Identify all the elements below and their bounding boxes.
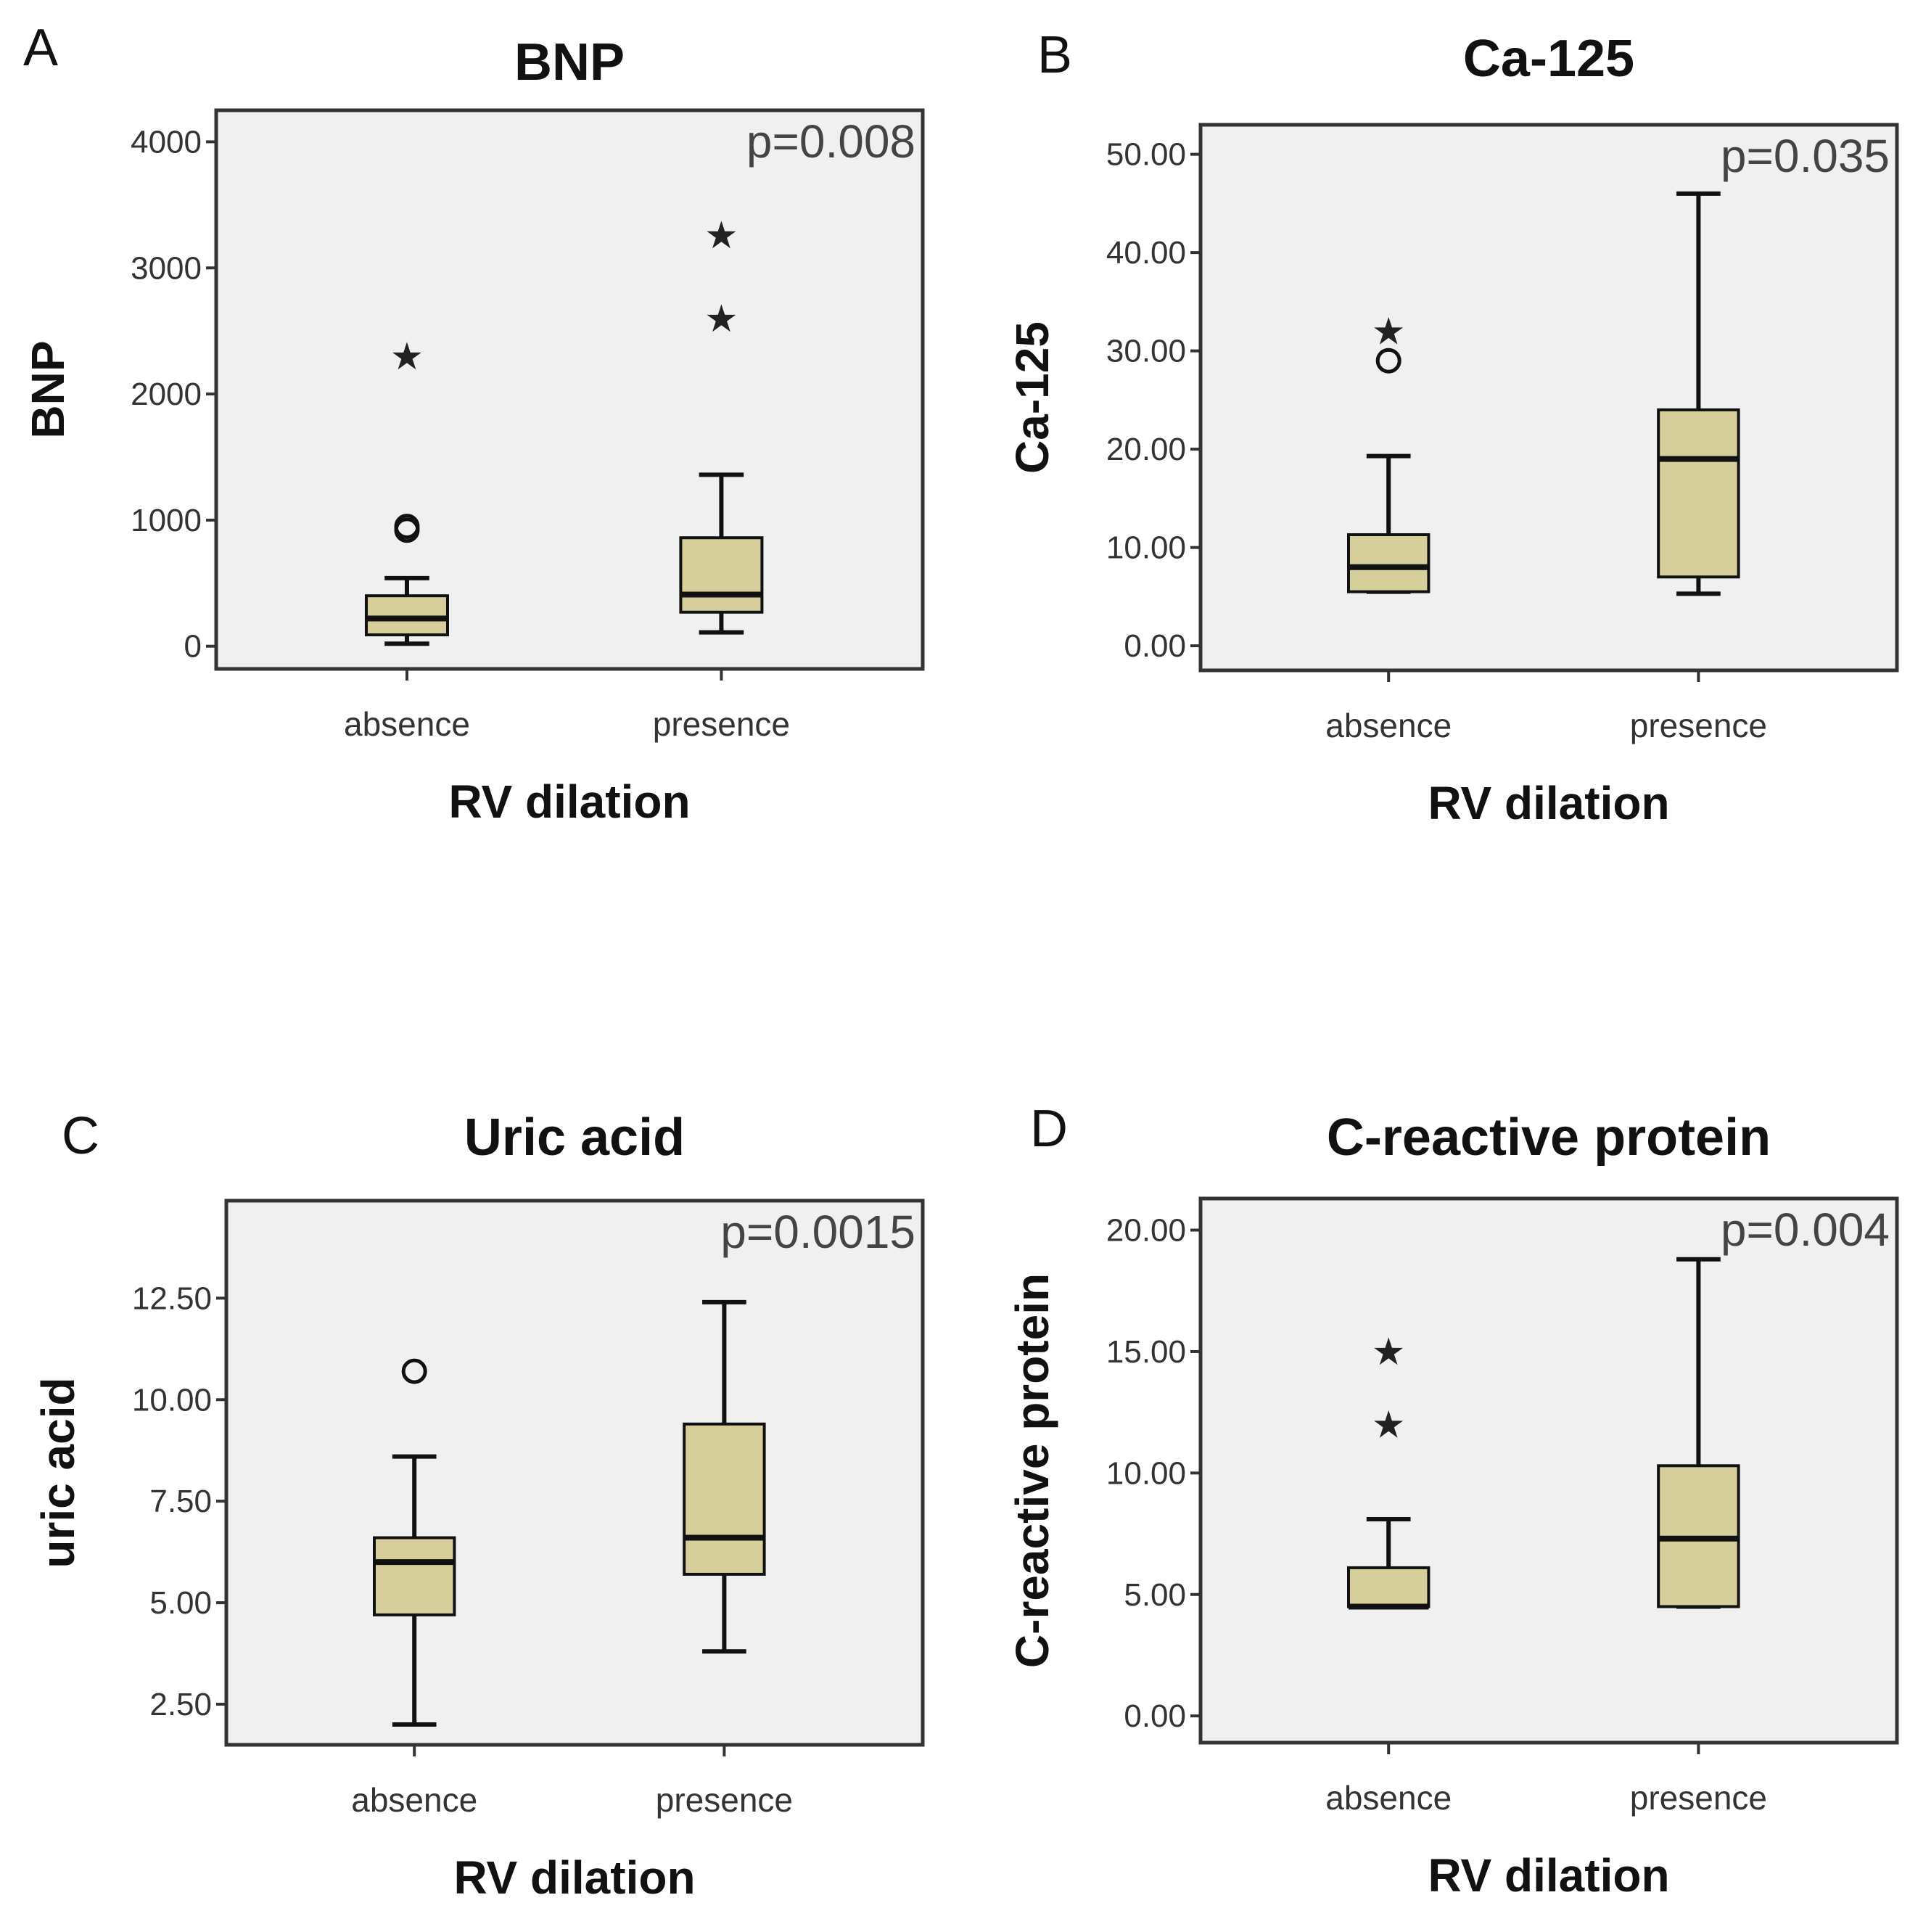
extreme-outlier-star: ★ — [1372, 311, 1406, 354]
y-axis-label: C-reactive protein — [1006, 1273, 1058, 1668]
iqr-box — [373, 1536, 456, 1616]
panel-b: B Ca-125 RV dilation Ca-125 p=0.035 abse… — [1006, 26, 1899, 829]
panel-d: D C-reactive protein RV dilation C-react… — [1006, 1100, 1899, 1902]
plot-marks: 2.50 5.00 7.50 10.00 12.50 — [132, 1281, 766, 1756]
y-tick-label: 4000 — [131, 124, 202, 160]
p-value-annotation: p=0.0015 — [720, 1206, 915, 1258]
y-tick-label: 40.00 — [1106, 235, 1186, 271]
y-axis-label: uric acid — [32, 1377, 84, 1568]
category-label: presence — [1630, 1779, 1767, 1817]
y-tick-label: 10.00 — [1106, 1455, 1186, 1491]
x-axis-label: RV dilation — [453, 1851, 695, 1904]
category-label: absence — [344, 705, 470, 743]
y-tick-label: 5.00 — [1124, 1577, 1186, 1613]
panel-c: C Uric acid RV dilation uric acid p=0.00… — [32, 1107, 925, 1904]
p-value-annotation: p=0.008 — [746, 115, 915, 168]
plot-area — [214, 108, 925, 671]
iqr-box — [679, 536, 764, 614]
y-axis-label: BNP — [22, 340, 74, 438]
box-group — [683, 1299, 766, 1654]
category-label: absence — [351, 1781, 477, 1819]
panel-a: A BNP RV dilation BNP p=0.008 absence pr… — [22, 19, 925, 828]
y-tick-label: 2000 — [131, 377, 202, 412]
outlier-circle — [401, 1358, 427, 1384]
y-tick-label: 0 — [184, 629, 202, 665]
box-group — [373, 1358, 456, 1727]
extreme-outlier-star: ★ — [390, 335, 424, 379]
extreme-outlier-star: ★ — [704, 214, 738, 258]
y-tick-label: 10.00 — [1106, 530, 1186, 566]
panel-letter: C — [62, 1107, 99, 1165]
box-group — [1657, 191, 1740, 596]
outlier-circle — [394, 514, 420, 540]
extreme-outlier-star: ★ — [1372, 1331, 1406, 1374]
box-group: ★★ — [679, 214, 764, 635]
p-value-annotation: p=0.004 — [1721, 1204, 1890, 1256]
iqr-box — [1657, 408, 1740, 579]
extreme-outlier-star: ★ — [704, 297, 738, 341]
chart-title: C-reactive protein — [1327, 1109, 1771, 1167]
y-tick-label: 50.00 — [1106, 137, 1186, 173]
plot-area — [1198, 1196, 1899, 1745]
y-tick-label: 5.00 — [149, 1585, 212, 1621]
category-label: presence — [653, 705, 790, 743]
chart-title: Ca-125 — [1463, 30, 1634, 88]
box-group: ★★ — [1347, 1331, 1431, 1610]
iqr-box — [683, 1422, 766, 1576]
iqr-box — [364, 594, 449, 637]
y-tick-label: 2.50 — [149, 1687, 212, 1722]
y-tick-label: 3000 — [131, 250, 202, 286]
extreme-outlier-star: ★ — [1372, 1403, 1406, 1447]
y-tick-label: 15.00 — [1106, 1334, 1186, 1370]
panel-letter: A — [23, 19, 58, 77]
plot-marks: 0.00 10.00 20.00 30.00 40.00 50.00 ★ — [1106, 137, 1740, 682]
y-tick-label: 1000 — [131, 503, 202, 538]
y-tick-label: 0.00 — [1124, 628, 1186, 664]
chart-title: Uric acid — [464, 1109, 685, 1167]
x-axis-label: RV dilation — [1428, 1849, 1669, 1902]
panel-letter: D — [1030, 1100, 1068, 1158]
chart-title: BNP — [514, 33, 625, 91]
category-label: absence — [1325, 707, 1452, 744]
y-tick-label: 10.00 — [132, 1382, 212, 1418]
iqr-box — [1347, 1566, 1431, 1608]
p-value-annotation: p=0.035 — [1721, 130, 1890, 182]
y-axis-label: Ca-125 — [1006, 321, 1058, 474]
x-axis-label: RV dilation — [448, 776, 690, 828]
outlier-circle — [1375, 348, 1401, 374]
category-label: absence — [1325, 1779, 1452, 1817]
y-tick-label: 20.00 — [1106, 1213, 1186, 1249]
panel-letter: B — [1037, 26, 1072, 84]
plot-area — [1198, 123, 1899, 673]
plot-area — [224, 1199, 925, 1747]
x-axis-label: RV dilation — [1428, 777, 1669, 829]
y-tick-label: 20.00 — [1106, 432, 1186, 467]
box-group — [1657, 1257, 1740, 1609]
y-tick-label: 30.00 — [1106, 334, 1186, 369]
category-label: presence — [1630, 707, 1767, 744]
y-tick-label: 7.50 — [149, 1484, 212, 1519]
category-label: presence — [656, 1781, 793, 1819]
iqr-box — [1347, 533, 1431, 593]
y-tick-label: 12.50 — [132, 1281, 212, 1316]
box-group: ★ — [1347, 311, 1431, 594]
box-group: ★ — [364, 335, 449, 646]
y-tick-label: 0.00 — [1124, 1698, 1186, 1734]
